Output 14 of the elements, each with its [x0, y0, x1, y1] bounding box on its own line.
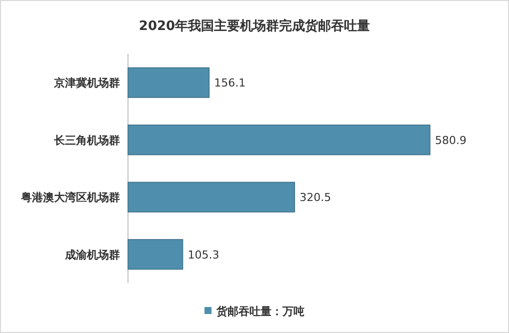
y-tick-label: 长三角机场群 [53, 134, 120, 147]
data-label: 320.5 [300, 191, 332, 204]
bar [128, 239, 184, 270]
legend-label: 货邮吞吐量：万吨 [216, 305, 304, 318]
bar [128, 67, 210, 98]
bar [128, 182, 296, 212]
chart-title: 2020年我国主要机场群完成货邮吞吐量 [138, 18, 370, 34]
y-tick-label: 成渝机场群 [64, 248, 120, 262]
data-label: 156.1 [214, 76, 246, 90]
y-tick-label: 粤港澳大湾区机场群 [20, 191, 120, 204]
data-label: 580.9 [435, 134, 466, 147]
bar [128, 124, 430, 156]
y-tick-label: 京津冀机场群 [53, 76, 120, 90]
data-label: 105.3 [188, 248, 220, 262]
